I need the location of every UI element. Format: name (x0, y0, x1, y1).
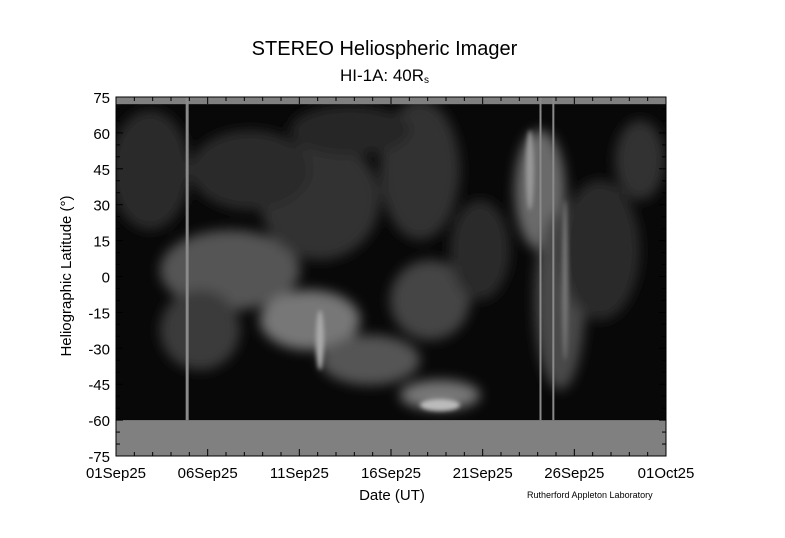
brightness-feature (450, 200, 510, 300)
y-tick-label: 75 (93, 90, 110, 107)
x-tick-label: 11Sep25 (270, 465, 329, 482)
brightness-feature (400, 380, 480, 410)
bright-streak (526, 130, 534, 210)
y-tick-label: -15 (88, 305, 110, 322)
y-tick-label: -75 (88, 449, 110, 466)
y-tick-label: -45 (88, 377, 110, 394)
chart-title: STEREO Heliospheric Imager (251, 38, 518, 60)
brightness-feature (290, 105, 410, 155)
y-tick-label: 0 (102, 270, 110, 287)
brightness-feature (160, 290, 240, 370)
x-tick-label: 01Sep25 (86, 465, 146, 482)
brightness-feature (615, 120, 665, 200)
x-tick-label: 21Sep25 (453, 465, 513, 482)
brightness-feature (160, 230, 300, 310)
subtitle-text: HI-1A: 40R (339, 66, 425, 85)
x-tick-label: 16Sep25 (361, 465, 421, 482)
x-tick-label: 06Sep25 (178, 465, 238, 482)
data-gap-line (552, 97, 555, 421)
chart-subtitle: HI-1A: 40Rs (0, 66, 777, 86)
x-axis-label: Date (UT) (359, 487, 425, 504)
y-axis-label: Heliographic Latitude (°) (58, 195, 75, 356)
bright-streak (562, 200, 568, 360)
y-tick-label: 15 (93, 234, 110, 251)
x-tick-label: 01Oct25 (638, 465, 695, 482)
brightness-feature (116, 110, 190, 230)
data-gap-line (185, 97, 189, 421)
heatmap-streaks (316, 130, 568, 411)
data-gap-line (539, 97, 542, 421)
y-tick-label: -60 (88, 413, 110, 430)
y-tick-label: 30 (93, 198, 110, 215)
y-tick-label: 45 (93, 162, 110, 179)
brightness-feature (320, 335, 420, 385)
brightness-feature (190, 130, 310, 210)
credit-text: Rutherford Appleton Laboratory (527, 490, 653, 500)
bright-streak (316, 310, 324, 370)
x-tick-label: 26Sep25 (544, 465, 604, 482)
y-tick-label: -30 (88, 341, 110, 358)
y-tick-label: 60 (93, 126, 110, 143)
brightness-feature (260, 290, 360, 350)
brightness-feature (390, 260, 470, 340)
subtitle-subscript: s (424, 75, 430, 86)
brightness-feature (560, 180, 640, 320)
bright-streak (420, 399, 460, 411)
heatmap-image (116, 97, 666, 456)
